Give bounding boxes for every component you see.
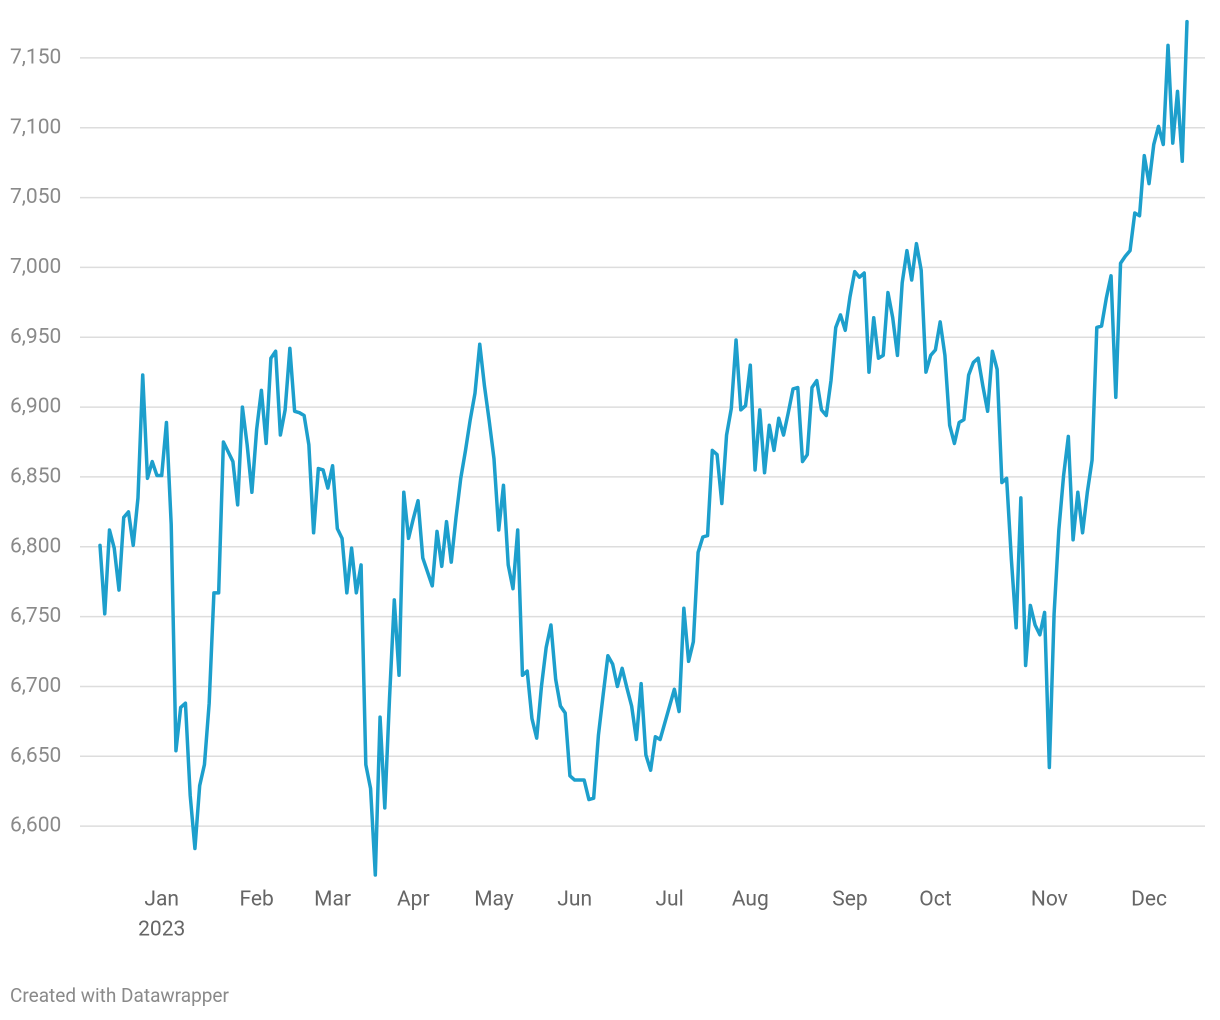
y-tick-label: 7,000 xyxy=(10,255,61,279)
y-tick-label: 6,600 xyxy=(10,814,61,838)
x-tick-label: Jun xyxy=(557,888,592,912)
credit: Created with Datawrapper xyxy=(10,984,229,1007)
x-tick-label: Sep xyxy=(832,888,867,912)
x-tick-label: Mar xyxy=(314,888,351,912)
x-tick-label: Oct xyxy=(919,888,951,912)
y-tick-label: 6,700 xyxy=(10,674,61,698)
x-tick-label: Jan xyxy=(144,888,179,912)
x-tick-label: Apr xyxy=(397,888,430,912)
y-tick-label: 7,150 xyxy=(10,45,61,69)
y-tick-label: 6,850 xyxy=(10,464,61,488)
x-tick-label: May xyxy=(474,888,514,912)
x-tick-label: Feb xyxy=(239,888,273,912)
x-tick-label: Jul xyxy=(655,888,683,912)
x-tick-label: Aug xyxy=(732,888,769,912)
y-tick-label: 6,750 xyxy=(10,604,61,628)
y-tick-label: 7,100 xyxy=(10,115,61,139)
x-tick-sublabel: 2023 xyxy=(138,918,185,942)
x-tick-label: Nov xyxy=(1031,888,1068,912)
y-tick-label: 7,050 xyxy=(10,185,61,209)
y-tick-label: 6,950 xyxy=(10,325,61,349)
x-tick-label: Dec xyxy=(1131,888,1167,912)
y-tick-label: 6,800 xyxy=(10,534,61,558)
y-tick-label: 6,900 xyxy=(10,395,61,419)
y-tick-label: 6,650 xyxy=(10,744,61,768)
data-line xyxy=(98,19,1189,877)
